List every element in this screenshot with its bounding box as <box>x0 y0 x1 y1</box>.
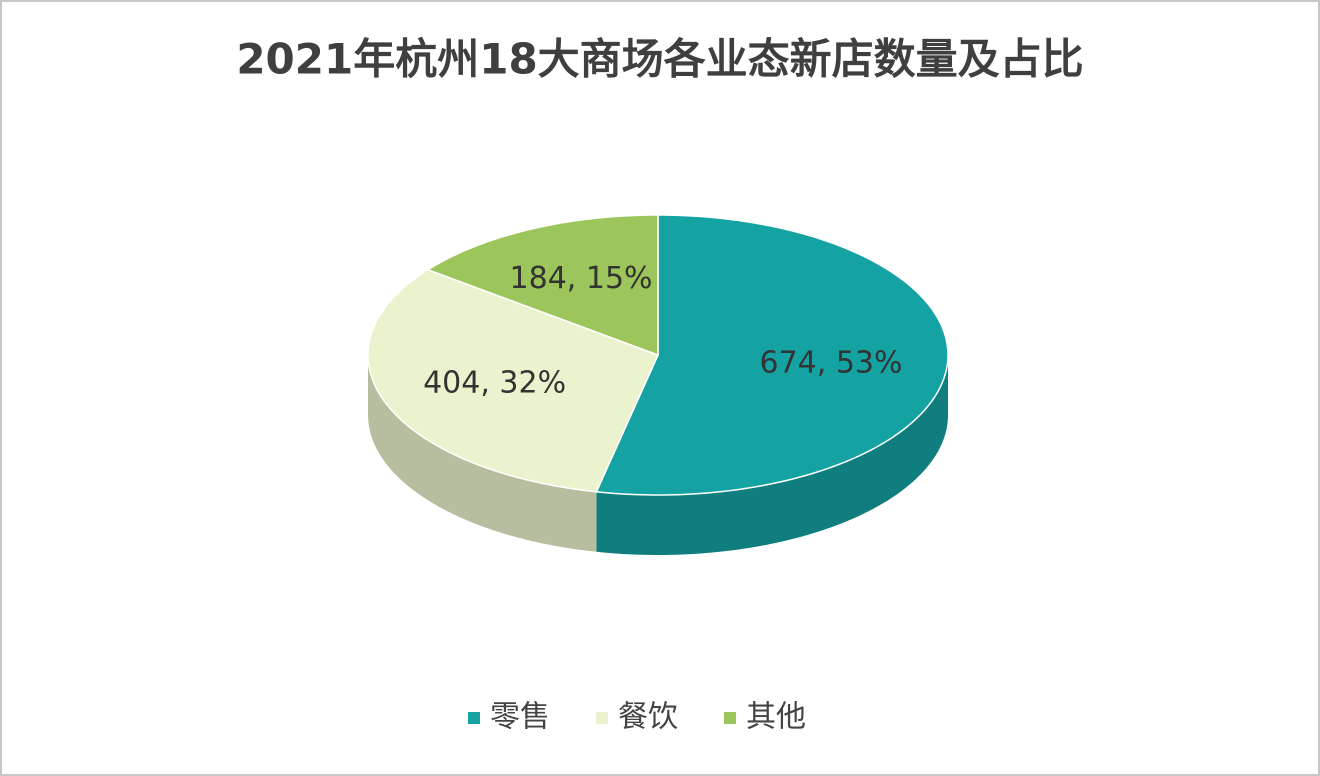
slice-side <box>596 355 948 555</box>
legend-label: 其他 <box>746 700 806 735</box>
slice-side <box>368 355 597 552</box>
legend-swatch <box>596 712 608 724</box>
legend-swatch <box>468 712 480 724</box>
legend-swatch <box>724 712 736 724</box>
data-label: 184, 15% <box>510 261 653 296</box>
chart-title: 2021年杭州18大商场各业态新店数量及占比 <box>236 35 1083 84</box>
legend-label: 餐饮 <box>618 700 678 735</box>
slice <box>595 214 949 496</box>
data-label: 404, 32% <box>423 365 566 400</box>
slice <box>367 268 660 493</box>
slice <box>426 214 659 357</box>
data-label: 674, 53% <box>759 345 902 380</box>
legend-label: 零售 <box>490 700 550 735</box>
